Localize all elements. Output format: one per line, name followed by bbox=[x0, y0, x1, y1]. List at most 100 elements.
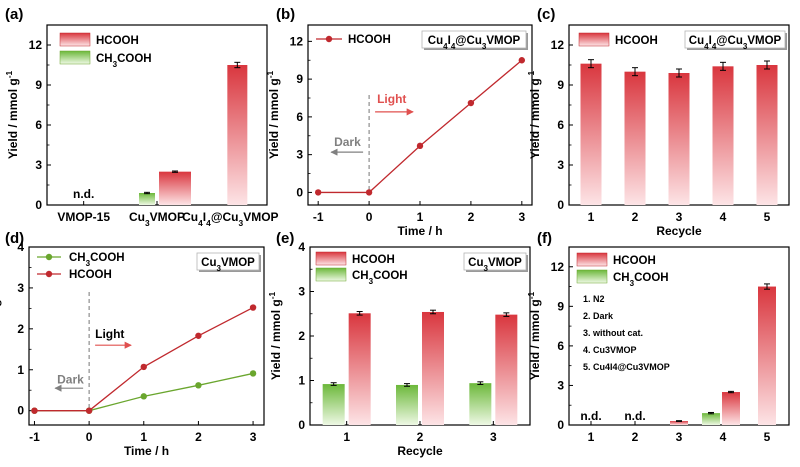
plot-frame bbox=[28, 246, 265, 426]
annotation-nd: n.d. bbox=[73, 187, 94, 201]
bar-hcooh bbox=[495, 314, 518, 425]
badge-box bbox=[684, 30, 786, 49]
legend-label: CH3COOH bbox=[96, 53, 152, 69]
bar-hcooh bbox=[348, 313, 371, 425]
x-tick-label: 5 bbox=[764, 210, 771, 224]
bar-ch3cooh bbox=[469, 383, 492, 425]
y-axis-label: Yield / mmol g-1 bbox=[526, 70, 542, 159]
legend-label: CH3COOH bbox=[613, 272, 669, 288]
legend-swatch bbox=[315, 251, 347, 266]
x-tick-label: 3 bbox=[518, 210, 525, 224]
legend-swatch bbox=[315, 267, 347, 282]
point-hcooh bbox=[365, 189, 373, 196]
dark-label: Dark bbox=[334, 135, 361, 149]
legend-label: HCOOH bbox=[348, 34, 391, 46]
x-tick-label: 0 bbox=[366, 210, 373, 224]
point-hcooh bbox=[140, 363, 147, 371]
y-tick-label: 4 bbox=[17, 240, 24, 254]
legend-swatch bbox=[59, 50, 91, 65]
x-tick-label: 1 bbox=[343, 430, 350, 444]
legend-marker bbox=[45, 270, 53, 278]
y-tick-label: 6 bbox=[557, 339, 564, 353]
legend-label: HCOOH bbox=[69, 269, 112, 281]
bar-ch3cooh bbox=[322, 384, 345, 425]
bar-ch3cooh bbox=[396, 384, 418, 425]
legend-label: HCOOH bbox=[352, 254, 395, 266]
y-tick-label: 3 bbox=[17, 281, 24, 295]
annotation-nd: n.d. bbox=[624, 409, 645, 423]
y-tick-label: 3 bbox=[296, 148, 303, 162]
light-label: Light bbox=[95, 327, 124, 341]
legend-swatch bbox=[576, 252, 608, 267]
bar-hcooh bbox=[722, 392, 740, 425]
y-tick-label: 2 bbox=[298, 329, 305, 343]
y-axis-label: Yield / mmol g-1 bbox=[267, 291, 283, 380]
condition-item: 2. Dark bbox=[583, 311, 614, 321]
legend-label: HCOOH bbox=[615, 35, 658, 47]
x-axis-label: Recycle bbox=[397, 444, 443, 458]
y-tick-label: 1 bbox=[298, 374, 305, 388]
bar-hcooh bbox=[227, 65, 248, 205]
x-tick-label: 0 bbox=[86, 430, 93, 444]
panel-e: (e) Yield / mmol g-1 Recycle 0 1 2 3 4 1 2 3 HCOOH C… bbox=[267, 230, 531, 458]
x-tick-label: -1 bbox=[313, 210, 324, 224]
x-tick-label: 1 bbox=[588, 430, 595, 444]
y-tick-label: 6 bbox=[35, 118, 42, 132]
x-tick-label: 2 bbox=[195, 430, 202, 444]
y-tick-label: 3 bbox=[298, 285, 305, 299]
y-tick-label: 9 bbox=[557, 78, 564, 92]
x-axis-label: Time / h bbox=[124, 444, 169, 458]
legend-label: HCOOH bbox=[96, 35, 139, 47]
y-tick-label: 12 bbox=[29, 38, 43, 52]
x-tick-label: 5 bbox=[764, 430, 771, 444]
x-tick-label: Cu4I4@Cu3VMOP bbox=[182, 210, 278, 228]
x-tick-label: 1 bbox=[140, 430, 147, 444]
bar-hcooh bbox=[580, 63, 602, 205]
x-tick-label: 1 bbox=[588, 210, 595, 224]
y-tick-label: 6 bbox=[557, 118, 564, 132]
x-tick-label: 1 bbox=[417, 210, 424, 224]
bar-hcooh bbox=[756, 65, 778, 205]
y-tick-label: 0 bbox=[298, 418, 305, 432]
legend-marker bbox=[45, 253, 53, 261]
bar-ch3cooh bbox=[139, 193, 155, 205]
panel-label: (f) bbox=[537, 230, 552, 247]
x-tick-label: -1 bbox=[29, 430, 40, 444]
y-tick-label: 12 bbox=[551, 260, 565, 274]
y-tick-label: 0 bbox=[557, 198, 564, 212]
y-tick-label: 6 bbox=[296, 110, 303, 124]
y-tick-label: 4 bbox=[298, 240, 305, 254]
panel-label: (b) bbox=[276, 6, 295, 23]
x-tick-label: Cu3VMOP bbox=[129, 210, 185, 228]
y-tick-label: 9 bbox=[35, 78, 42, 92]
badge-box bbox=[196, 252, 260, 271]
bar-ch3cooh bbox=[702, 413, 720, 425]
x-tick-label: 4 bbox=[720, 210, 727, 224]
point-ch3cooh bbox=[195, 382, 202, 389]
point-ch3cooh bbox=[140, 393, 147, 400]
x-tick-label: 3 bbox=[490, 430, 497, 444]
condition-item: 5. Cu4I4@Cu3VMOP bbox=[583, 362, 670, 372]
series-line-hcooh bbox=[318, 59, 523, 194]
y-tick-label: 0 bbox=[17, 404, 24, 418]
badge-label: Cu3VMOP bbox=[468, 257, 522, 273]
y-tick-label: 12 bbox=[551, 38, 565, 52]
y-tick-label: 9 bbox=[557, 299, 564, 313]
bar-hcooh bbox=[758, 286, 776, 425]
panel-label: (c) bbox=[537, 6, 555, 23]
legend-label: HCOOH bbox=[613, 255, 656, 267]
y-tick-label: 1 bbox=[17, 363, 24, 377]
point-ch3cooh bbox=[249, 370, 257, 377]
y-tick-label: 3 bbox=[557, 158, 564, 172]
y-axis-label: Yield / mmol g-1 bbox=[0, 291, 2, 380]
point-hcooh bbox=[85, 407, 93, 414]
point-hcooh bbox=[31, 407, 38, 414]
y-tick-label: 0 bbox=[35, 198, 42, 212]
bar-hcooh bbox=[670, 421, 688, 425]
bar-hcooh bbox=[624, 71, 646, 206]
bar-hcooh bbox=[422, 311, 444, 425]
